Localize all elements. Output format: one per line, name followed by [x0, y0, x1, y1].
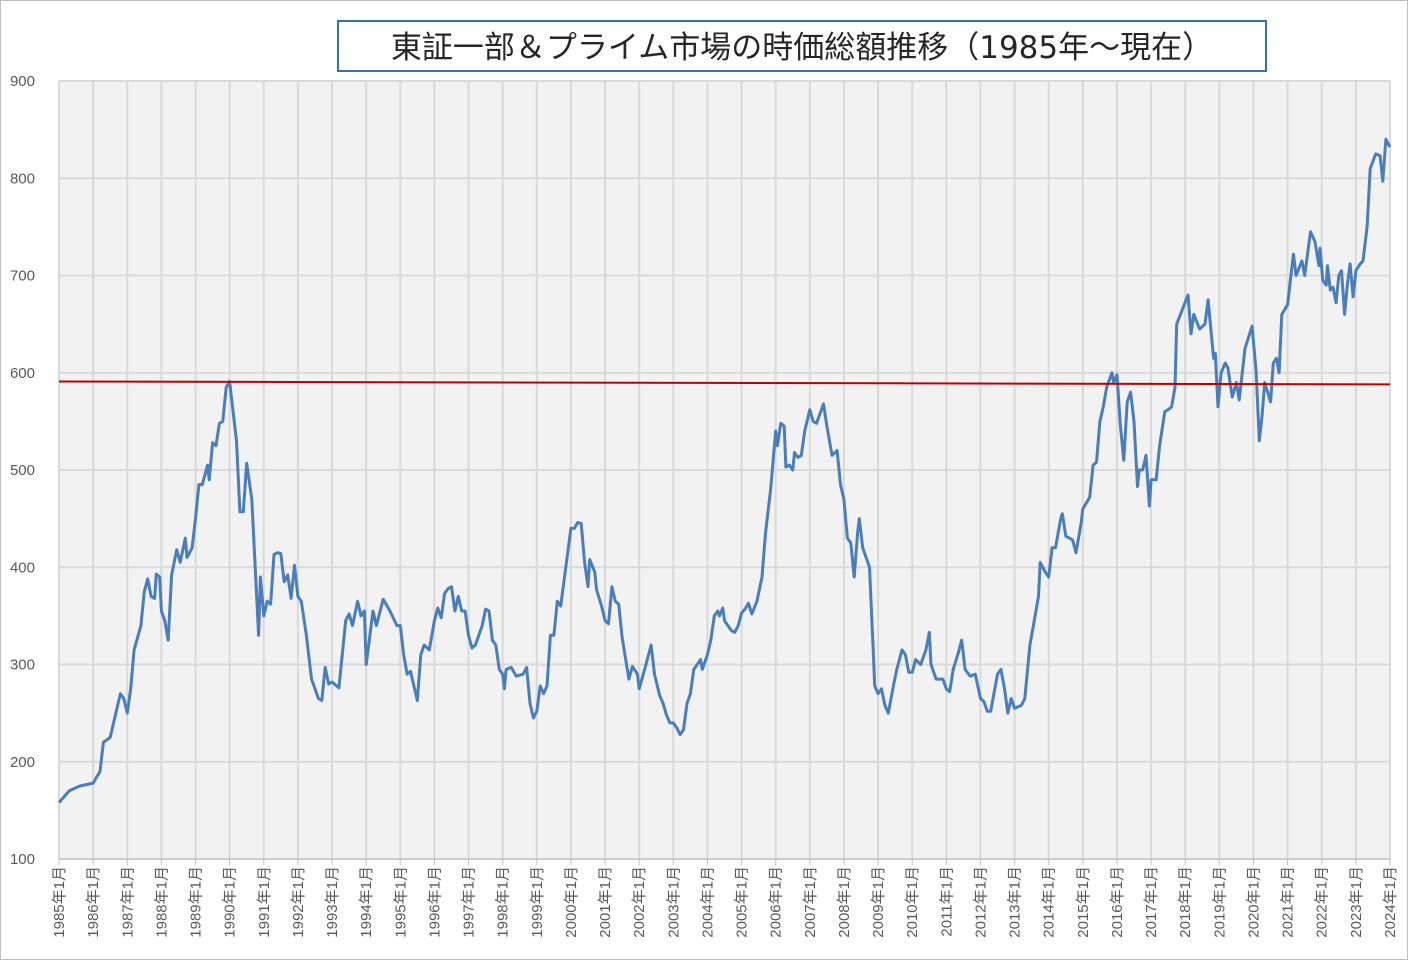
x-tick-label: 2012年1月	[972, 866, 989, 938]
x-tick-label: 2011年1月	[938, 866, 955, 937]
x-tick-label: 2004年1月	[699, 866, 716, 938]
x-tick-label: 1992年1月	[290, 866, 307, 938]
x-tick-label: 2006年1月	[768, 866, 785, 938]
x-tick-label: 1987年1月	[119, 866, 136, 938]
x-tick-label: 1985年1月	[51, 866, 68, 938]
x-tick-label: 1997年1月	[461, 866, 478, 938]
x-tick-label: 2005年1月	[734, 866, 751, 938]
x-tick-label: 2013年1月	[1007, 866, 1024, 938]
x-tick-label: 2016年1月	[1109, 866, 1126, 938]
x-tick-label: 1996年1月	[426, 866, 443, 938]
y-tick-label: 100	[10, 851, 35, 868]
reference-line	[58, 380, 1391, 386]
x-tick-label: 2003年1月	[665, 866, 682, 938]
y-tick-label: 200	[10, 754, 35, 771]
x-tick-label: 2024年1月	[1382, 866, 1399, 938]
x-tick-label: 2007年1月	[802, 866, 819, 938]
y-tick-label: 700	[10, 268, 35, 285]
x-tick-label: 1988年1月	[153, 866, 170, 938]
x-tick-label: 2023年1月	[1348, 866, 1365, 938]
x-tick-label: 2022年1月	[1314, 866, 1331, 938]
x-tick-label: 2001年1月	[597, 866, 614, 938]
x-tick-label: 2017年1月	[1143, 866, 1160, 938]
x-tick-label: 2018年1月	[1177, 866, 1194, 938]
x-tick-label: 2014年1月	[1041, 866, 1058, 938]
x-tick-label: 1994年1月	[358, 866, 375, 938]
y-tick-label: 800	[10, 170, 35, 187]
x-tick-label: 1993年1月	[324, 866, 341, 938]
x-tick-label: 1995年1月	[392, 866, 409, 938]
y-tick-label: 900	[10, 73, 35, 90]
x-tick-label: 2000年1月	[563, 866, 580, 938]
x-tick-label: 1989年1月	[188, 866, 205, 938]
chart-title: 東証一部＆プライム市場の時価総額推移（1985年～現在）	[337, 20, 1267, 72]
y-tick-label: 600	[10, 365, 35, 382]
x-tick-label: 2021年1月	[1280, 866, 1297, 938]
x-tick-label: 2015年1月	[1075, 866, 1092, 938]
x-tick-label: 2002年1月	[631, 866, 648, 938]
x-tick-label: 1991年1月	[256, 866, 273, 938]
x-tick-label: 1998年1月	[495, 866, 512, 938]
x-tick-label: 2019年1月	[1211, 866, 1228, 938]
x-tick-label: 2010年1月	[904, 866, 921, 938]
y-tick-label: 500	[10, 462, 35, 479]
x-tick-label: 1999年1月	[529, 866, 546, 938]
x-tick-label: 2008年1月	[836, 866, 853, 938]
x-tick-label: 2009年1月	[870, 866, 887, 938]
y-tick-label: 400	[10, 559, 35, 576]
x-tick-label: 2020年1月	[1245, 866, 1262, 938]
series-line-market-cap	[57, 137, 1392, 804]
x-tick-label: 1990年1月	[222, 866, 239, 938]
y-tick-label: 300	[10, 657, 35, 674]
x-tick-label: 1986年1月	[85, 866, 102, 938]
